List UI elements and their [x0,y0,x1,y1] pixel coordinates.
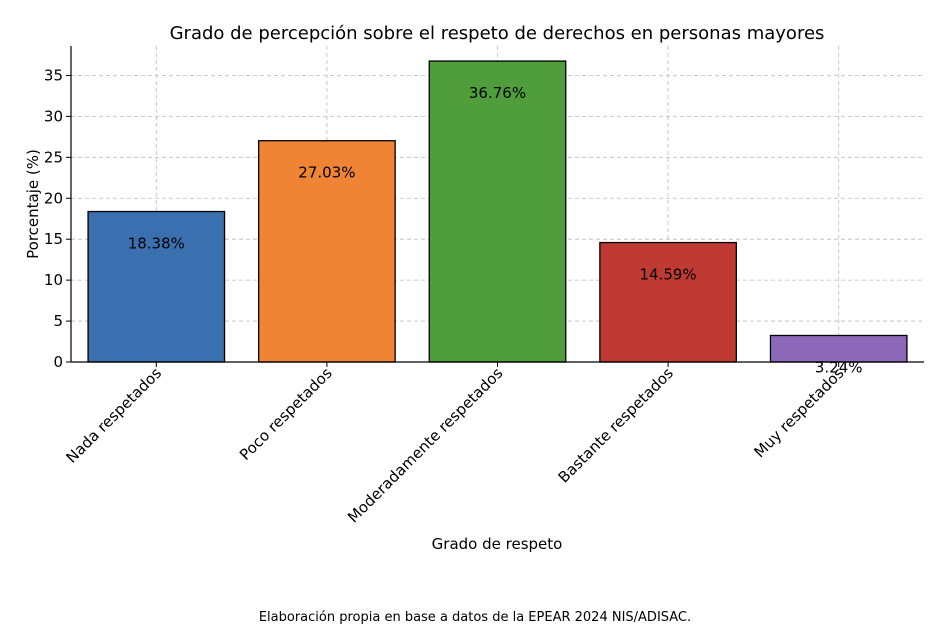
x-tick-label: Poco respetados [236,364,336,464]
y-tick-label: 15 [44,230,63,248]
y-tick-label: 30 [44,107,63,125]
data-label: 36.76% [469,84,526,102]
y-tick-label: 5 [53,312,63,330]
x-tick-label: Bastante respetados [555,364,677,486]
chart-title: Grado de percepción sobre el respeto de … [170,23,825,44]
bar-nada-respetados [87,210,226,363]
data-label: 3.24% [815,358,863,376]
bar-moderadamente-respetados [428,60,567,363]
x-tick-label: Moderadamente respetados [344,364,506,526]
x-tick-label: Muy respetados [750,364,847,461]
y-tick-label: 20 [44,189,63,207]
y-tick-label: 10 [44,271,63,289]
bar-poco-respetados [258,140,396,363]
x-axis-label: Grado de respeto [432,535,563,553]
bars [87,60,908,363]
y-axis-label: Porcentaje (%) [24,149,42,259]
x-tick-label: Nada respetados [63,364,166,467]
data-label: 27.03% [298,164,355,182]
data-label: 14.59% [639,266,696,284]
bar-bastante-respetados [599,241,737,363]
y-tick-label: 35 [44,66,63,84]
data-labels: 18.38% 27.03% 36.76% 14.59% 3.24% [128,84,863,376]
data-label: 18.38% [128,235,185,253]
y-tick-label: 0 [53,353,63,371]
y-tick-label: 25 [44,148,63,166]
source-caption: Elaboración propia en base a datos de la… [259,610,691,625]
